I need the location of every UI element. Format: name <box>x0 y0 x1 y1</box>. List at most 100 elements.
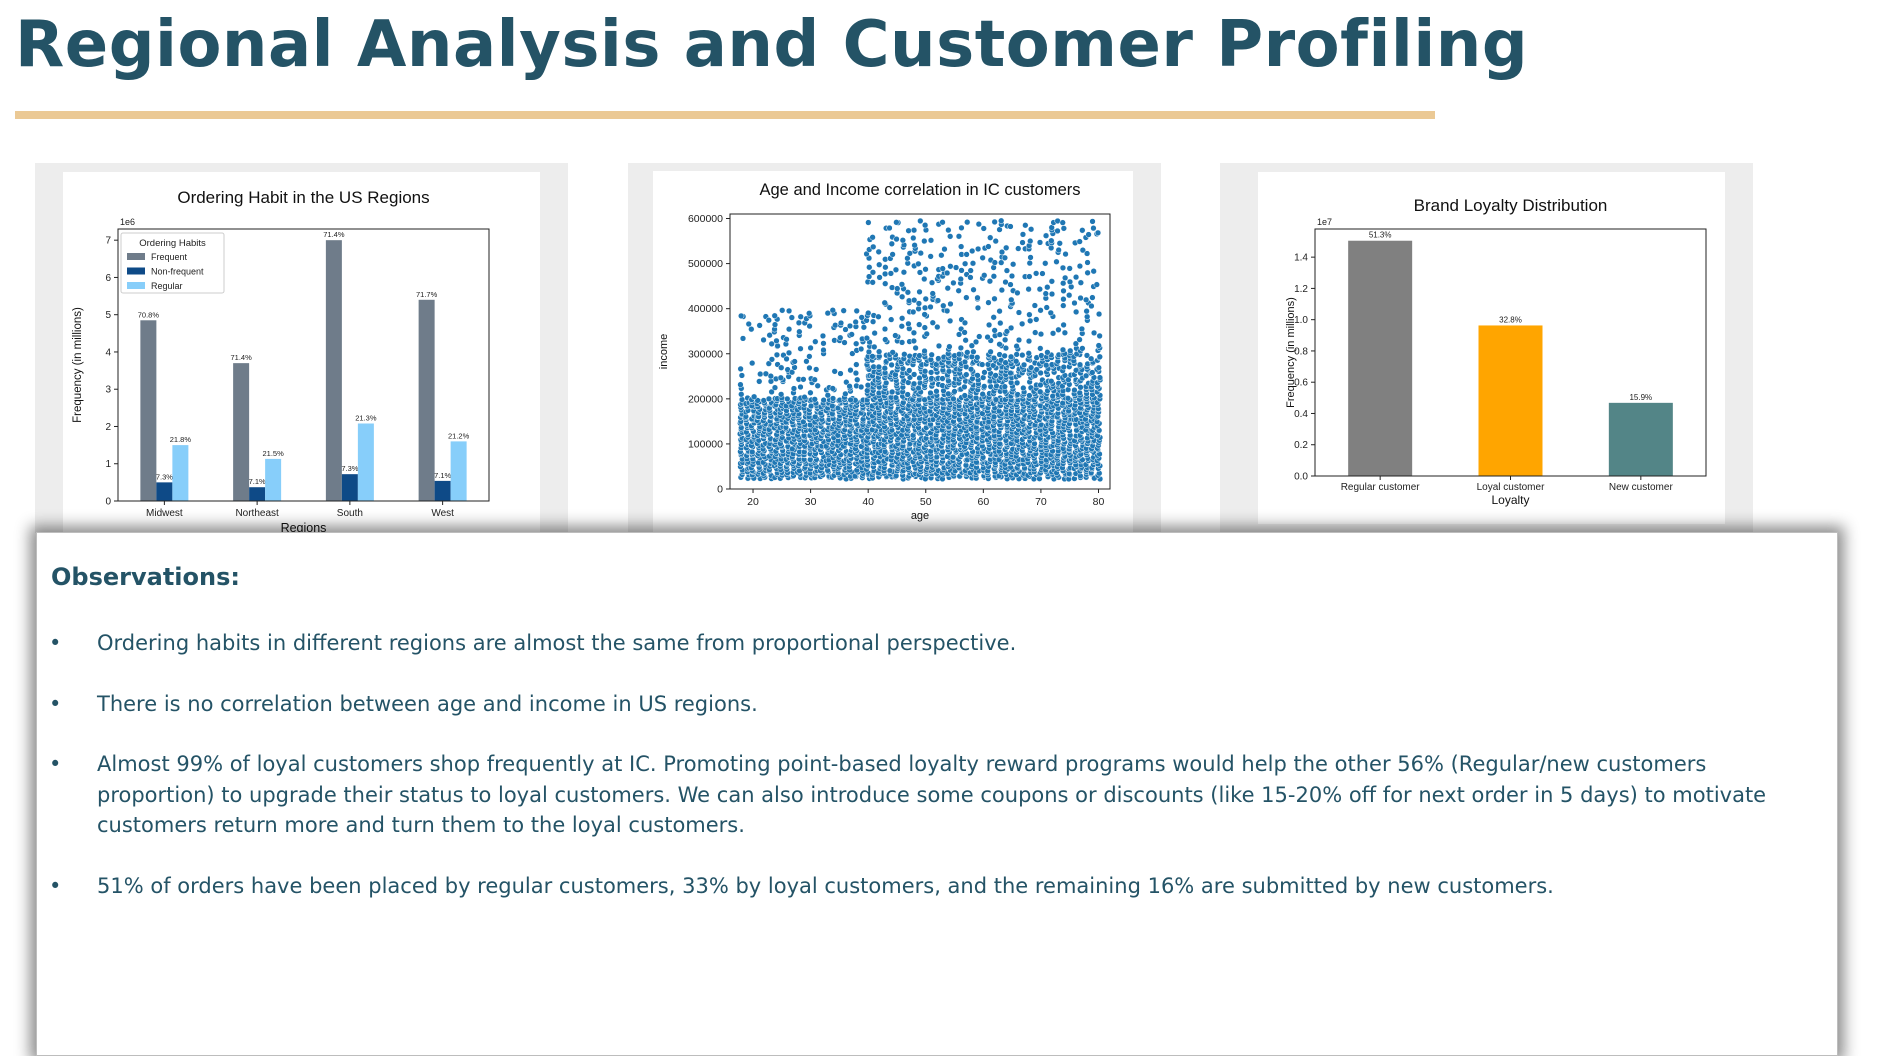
scatter-point <box>871 343 878 351</box>
scatter-point <box>967 274 974 281</box>
scatter-point <box>910 380 918 387</box>
scatter-point <box>854 376 861 383</box>
scatter-point <box>949 454 957 461</box>
x-tick-label: West <box>431 508 454 519</box>
scatter-point <box>1060 321 1067 329</box>
observation-item: • There is no correlation between age and… <box>37 689 1827 720</box>
scatter-point <box>847 367 854 374</box>
scatter-point <box>929 290 936 297</box>
scatter-point <box>974 354 981 361</box>
scatter-point <box>829 402 836 410</box>
scatter-point <box>1055 246 1062 254</box>
scatter-point <box>927 253 934 260</box>
observations-list: • Ordering habits in different regions ar… <box>37 628 1827 931</box>
scatter-point <box>1044 349 1051 356</box>
scatter-point <box>1096 332 1103 340</box>
y-tick-label: 6 <box>105 273 111 284</box>
scatter-point <box>938 252 945 259</box>
scatter-point <box>820 346 827 354</box>
scatter-point <box>829 307 836 314</box>
observation-text: There is no correlation between age and … <box>97 691 758 716</box>
scatter-point <box>737 365 744 373</box>
scatter-point <box>866 264 873 271</box>
scatter-point <box>912 344 919 352</box>
scatter-point <box>979 254 986 261</box>
scatter-point <box>1014 289 1021 297</box>
x-tick-label: New customer <box>1609 482 1674 493</box>
scatter-point <box>887 270 895 277</box>
scatter-point <box>1096 374 1104 381</box>
scatter-point <box>853 340 860 347</box>
legend-label: Regular <box>151 281 183 291</box>
scatter-point <box>842 390 849 398</box>
y-tick-label: 1.4 <box>1294 253 1308 264</box>
scatter-point <box>869 279 876 286</box>
scatter-point <box>1059 400 1066 407</box>
scatter-point <box>849 350 856 357</box>
scatter-point <box>881 325 889 333</box>
scatter-point <box>990 273 998 280</box>
scatter-point <box>928 279 936 286</box>
chart-card-ordering: Ordering Habit in the US Regions 1e6 0 1 2 3 4… <box>63 172 540 533</box>
scatter-point <box>889 349 896 356</box>
bar-data-label: 70.8% <box>138 310 160 319</box>
scatter-point <box>846 383 853 390</box>
scatter-point <box>883 379 890 387</box>
scatter-point <box>1026 392 1033 399</box>
scatter-point <box>738 372 746 379</box>
scatter-point <box>829 385 836 392</box>
scatter-point <box>1072 340 1080 347</box>
scatter-point <box>778 364 785 371</box>
scatter-point <box>970 348 977 355</box>
bar-data-label: 21.2% <box>448 431 470 440</box>
scatter-point <box>1019 320 1026 328</box>
scatter-point <box>950 395 957 403</box>
scatter-point <box>1053 258 1060 265</box>
scatter-point <box>1015 336 1023 344</box>
scatter-point <box>1084 313 1091 320</box>
scatter-point <box>921 368 929 375</box>
bar-data-label: 7.3% <box>156 472 173 481</box>
scatter-point <box>871 329 878 337</box>
scatter-point <box>824 392 831 399</box>
scatter-point <box>945 390 952 397</box>
scatter-point <box>955 233 963 240</box>
scatter-point <box>848 331 855 338</box>
scatter-point <box>1002 344 1010 352</box>
scatter-point <box>876 274 883 281</box>
scatter-point <box>985 299 992 306</box>
scatter-point <box>967 366 975 373</box>
scatter-point <box>790 385 798 392</box>
scatter-point <box>888 361 895 369</box>
scatter-point <box>1064 395 1072 402</box>
scatter-point <box>1054 227 1061 235</box>
scatter-point <box>915 305 922 312</box>
scatter-point <box>979 361 986 368</box>
scatter-point <box>1020 361 1028 369</box>
y-axis-label: Frequency (in millions) <box>72 307 84 423</box>
bar-frequent <box>233 363 250 501</box>
scatter-point <box>1085 231 1092 238</box>
scatter-point <box>985 243 992 250</box>
scatter-point <box>1015 245 1022 252</box>
plot-frame <box>729 213 1111 490</box>
scatter-point <box>1043 362 1050 369</box>
x-tick-label: Northeast <box>235 508 279 519</box>
scatter-point <box>1022 222 1029 229</box>
scatter-point <box>1025 286 1032 293</box>
legend-swatch <box>127 267 145 275</box>
scatter-point <box>921 222 929 229</box>
scatter-point <box>811 396 818 403</box>
scatter-point <box>1060 363 1067 371</box>
scatter-point <box>898 339 906 346</box>
scatter-point <box>768 340 775 348</box>
scatter-point <box>1044 284 1051 291</box>
legend-title: Ordering Habits <box>139 238 206 249</box>
scatter-point <box>1060 302 1067 309</box>
scatter-point <box>1082 296 1090 303</box>
scatter-point <box>1007 223 1014 230</box>
scatter-point <box>900 269 908 276</box>
scatter-point <box>1027 317 1034 324</box>
scatter-point <box>865 309 872 317</box>
scatter-point <box>963 371 970 378</box>
